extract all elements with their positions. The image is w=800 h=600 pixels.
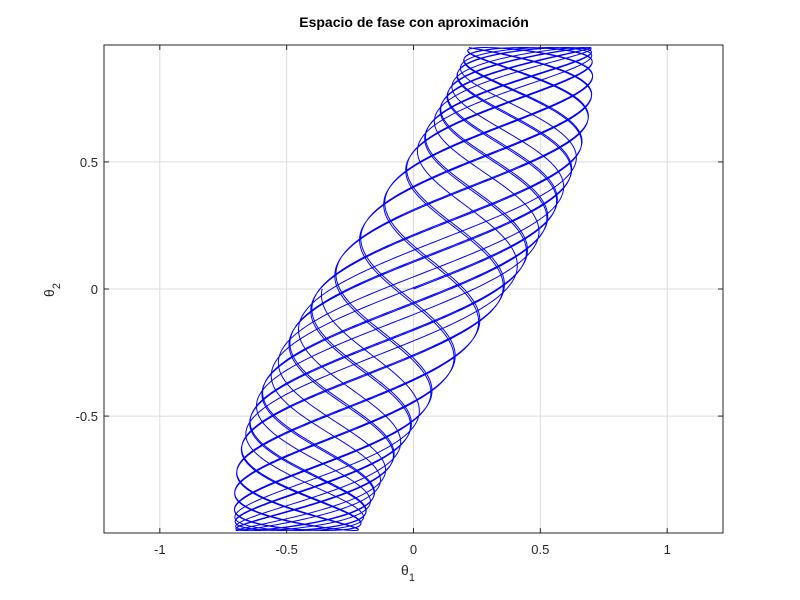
x-tick-label: -0.5: [275, 542, 297, 557]
x-axis-label-symbol: θ: [401, 562, 409, 578]
y-tick-label: -0.5: [76, 409, 98, 424]
y-tick-label: 0.5: [80, 155, 98, 170]
chart-title: Espacio de fase con aproximación: [299, 14, 529, 30]
axis-ticks: -1 -0.5 0 0.5 1 -0.5 0 0.5: [76, 45, 723, 557]
x-tick-label: -1: [154, 542, 166, 557]
x-axis-label-subscript: 1: [409, 572, 415, 584]
y-axis-label: θ2: [41, 283, 63, 297]
y-tick-label: 0: [91, 282, 98, 297]
x-tick-label: 0: [410, 542, 417, 557]
x-axis-label: θ1: [401, 562, 415, 584]
x-tick-label: 1: [664, 542, 671, 557]
y-axis-label-subscript: 2: [51, 283, 63, 289]
y-axis-label-symbol: θ: [41, 289, 57, 297]
series-layer: [234, 47, 594, 531]
series-trajectory-line: [234, 47, 594, 531]
x-tick-label: 0.5: [531, 542, 549, 557]
